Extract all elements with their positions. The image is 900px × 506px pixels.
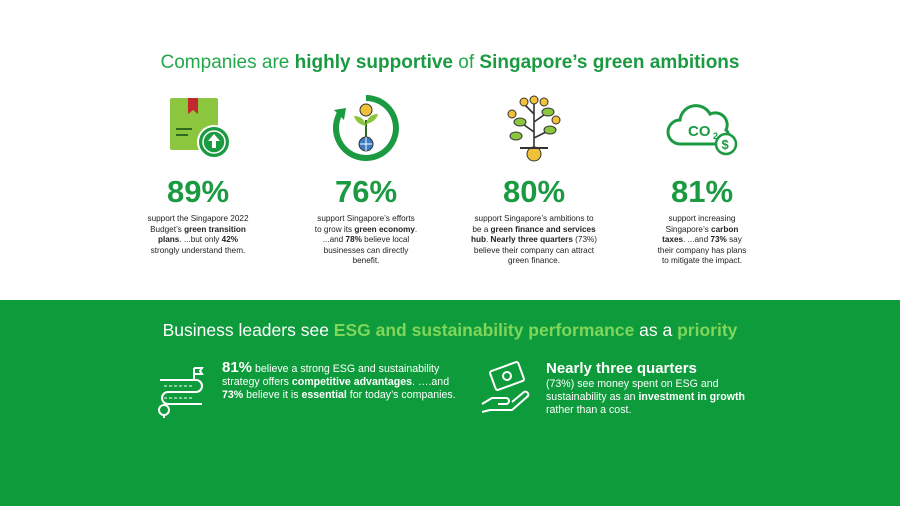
title-bold: Singapore’s green ambitions [479, 52, 740, 73]
feature-text: Nearly three quarters (73%) see money spe… [546, 360, 745, 416]
svg-text:$: $ [722, 137, 730, 152]
feature-competitive-advantage: 81% believe a strong ESG and sustainabil… [154, 359, 458, 420]
feature-text: 81% believe a strong ESG and sustainabil… [222, 359, 456, 401]
money-tree-icon [444, 92, 624, 164]
svg-text:2: 2 [713, 131, 718, 141]
stat-budget: 89% support the Singapore 2022 Budget’s … [108, 92, 288, 256]
band-title: Business leaders see ESG and sustainabil… [162, 320, 738, 340]
stat-percent: 81% [670, 174, 734, 209]
title-text: Companies are [160, 52, 295, 73]
page-title: Companies are highly supportive of Singa… [0, 52, 900, 74]
priority-band: Business leaders see ESG and sustainabil… [0, 300, 900, 506]
stat-description: support increasing Singapore’s carbon ta… [657, 214, 747, 266]
box-upload-icon [108, 92, 288, 164]
feature-investment-growth: Nearly three quarters (73%) see money spe… [478, 360, 746, 418]
co2-cloud-icon: CO 2 $ [612, 92, 792, 164]
stat-carbon-tax: CO 2 $ 81% support increasing Singapore’… [612, 92, 792, 267]
roadmap-icon [154, 362, 212, 420]
stat-green-finance: 80% support Singapore’s ambitions to be … [444, 92, 624, 267]
title-bold: highly supportive [294, 52, 453, 73]
stat-description: support Singapore’s ambitions to be a gr… [470, 214, 598, 266]
stat-description: support the Singapore 2022 Budget’s gree… [147, 214, 249, 255]
hand-money-icon [478, 360, 536, 418]
globe-plant-cycle-icon [276, 92, 456, 164]
stat-percent: 80% [502, 174, 566, 209]
stat-percent: 89% [166, 174, 230, 209]
title-text: of [453, 52, 480, 73]
stat-description: support Singapore’s efforts to grow its … [314, 214, 418, 266]
svg-text:CO: CO [688, 123, 711, 140]
stat-percent: 76% [334, 174, 398, 209]
stat-green-economy: 76% support Singapore’s efforts to grow … [276, 92, 456, 267]
